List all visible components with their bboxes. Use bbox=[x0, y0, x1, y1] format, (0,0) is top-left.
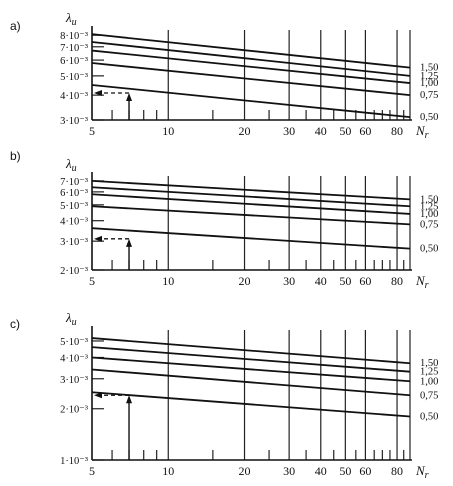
series-label: 0,50 bbox=[420, 244, 438, 255]
series-line bbox=[91, 180, 411, 201]
x-axis-title-subscript: r bbox=[425, 130, 429, 141]
series-line bbox=[91, 84, 411, 119]
y-tick-label: 4·10⁻³ bbox=[60, 91, 88, 102]
x-tick-label: 40 bbox=[315, 124, 327, 138]
series-label: 1,25 bbox=[420, 367, 438, 378]
x-tick-label: 30 bbox=[283, 464, 295, 478]
x-tick-label: 40 bbox=[315, 464, 327, 478]
series-label: 1,50 bbox=[420, 63, 438, 74]
y-tick-label: 7·10⁻³ bbox=[60, 43, 88, 54]
y-tick-label: 6·10⁻³ bbox=[60, 188, 88, 199]
x-axis-title-subscript: r bbox=[425, 280, 429, 291]
x-tick-label: 10 bbox=[162, 124, 174, 138]
annotation-arrowhead-left bbox=[94, 235, 102, 242]
series-label: 0,75 bbox=[420, 219, 438, 230]
series-line bbox=[91, 227, 411, 250]
x-tick-label: 10 bbox=[162, 464, 174, 478]
x-axis-title: Nr bbox=[415, 463, 429, 481]
panel-label: a) bbox=[10, 19, 21, 33]
x-tick-label: 5 bbox=[89, 274, 95, 288]
chart-panel-1: a) 3·10⁻³ 4·10⁻³ 5·10⁻³ 6·10⁻³ 7·10⁻³8·10⁻³ 5 1… bbox=[10, 10, 438, 141]
y-tick-label: 8·10⁻³ bbox=[60, 31, 88, 42]
x-axis-title: Nr bbox=[415, 123, 429, 141]
y-tick-label: 4·10⁻³ bbox=[60, 217, 88, 228]
series-line bbox=[91, 62, 411, 97]
chart-panel-3: c) 1·10⁻³ 2·10⁻³ 3·10⁻³ 4·10⁻³ 5·10⁻³ 5 10 20 30 4… bbox=[10, 310, 438, 481]
x-tick-label: 80 bbox=[391, 464, 403, 478]
series-label: 1,50 bbox=[420, 194, 438, 205]
y-axis-title-subscript: u bbox=[72, 163, 77, 174]
annotation-arrowhead-left bbox=[94, 90, 102, 97]
x-tick-label: 50 bbox=[339, 274, 351, 288]
series-line bbox=[91, 41, 411, 77]
x-tick-label: 60 bbox=[359, 464, 371, 478]
series-label: 0,50 bbox=[420, 412, 438, 423]
y-tick-label: 5·10⁻³ bbox=[60, 72, 88, 83]
series-line bbox=[91, 356, 411, 383]
y-tick-label: 5·10⁻³ bbox=[60, 337, 88, 348]
x-tick-label: 30 bbox=[283, 124, 295, 138]
series-line bbox=[91, 346, 411, 373]
x-tick-label: 20 bbox=[239, 464, 251, 478]
series-line bbox=[91, 186, 411, 208]
series-label: 1,00 bbox=[420, 376, 438, 387]
panel-label: c) bbox=[10, 317, 20, 331]
x-tick-label: 80 bbox=[391, 274, 403, 288]
y-tick-label: 6·10⁻³ bbox=[60, 56, 88, 67]
series-line bbox=[91, 391, 411, 418]
series-line bbox=[91, 368, 411, 397]
series-line bbox=[91, 205, 411, 226]
series-label: 0,50 bbox=[420, 112, 438, 123]
x-tick-label: 50 bbox=[339, 124, 351, 138]
y-axis-title: λu bbox=[65, 156, 77, 174]
series-line bbox=[91, 193, 411, 215]
y-tick-label: 3·10⁻³ bbox=[60, 116, 88, 127]
x-tick-label: 5 bbox=[89, 464, 95, 478]
y-axis-title-subscript: u bbox=[72, 17, 77, 28]
y-tick-label: 5·10⁻³ bbox=[60, 201, 88, 212]
x-tick-label: 60 bbox=[359, 274, 371, 288]
y-tick-label: 2·10⁻³ bbox=[60, 405, 88, 416]
series-label: 1,00 bbox=[420, 209, 438, 220]
series-line bbox=[91, 33, 411, 69]
x-tick-label: 80 bbox=[391, 124, 403, 138]
series-line bbox=[91, 337, 411, 365]
series-line bbox=[91, 49, 411, 84]
x-tick-label: 20 bbox=[239, 274, 251, 288]
y-axis-title: λu bbox=[65, 10, 77, 28]
y-axis-title: λu bbox=[65, 310, 77, 328]
annotation-arrowhead-up bbox=[126, 238, 133, 247]
series-label: 1,25 bbox=[420, 71, 438, 82]
x-axis-title-subscript: r bbox=[425, 470, 429, 481]
x-tick-label: 20 bbox=[239, 124, 251, 138]
y-tick-label: 4·10⁻³ bbox=[60, 353, 88, 364]
panel-label: b) bbox=[10, 149, 21, 163]
x-tick-label: 10 bbox=[162, 274, 174, 288]
annotation-arrowhead-up bbox=[126, 93, 133, 102]
y-tick-label: 3·10⁻³ bbox=[60, 237, 88, 248]
series-label: 1,25 bbox=[420, 201, 438, 212]
x-tick-label: 40 bbox=[315, 274, 327, 288]
x-tick-label: 5 bbox=[89, 124, 95, 138]
x-axis-title: Nr bbox=[415, 273, 429, 291]
series-label: 0,75 bbox=[420, 390, 438, 401]
x-tick-label: 50 bbox=[339, 464, 351, 478]
y-tick-label: 7·10⁻³ bbox=[60, 177, 88, 188]
series-label: 1,50 bbox=[420, 358, 438, 369]
y-axis-title-subscript: u bbox=[72, 317, 77, 328]
y-tick-label: 3·10⁻³ bbox=[60, 375, 88, 386]
annotation-arrowhead-up bbox=[126, 395, 133, 404]
series-label: 0,75 bbox=[420, 90, 438, 101]
y-tick-label: 2·10⁻³ bbox=[60, 266, 88, 277]
chart-panel-2: b) 2·10⁻³ 3·10⁻³ 4·10⁻³ 5·10⁻³ 6·10⁻³7·10⁻³ 5 1… bbox=[10, 149, 438, 291]
y-tick-label: 1·10⁻³ bbox=[60, 456, 88, 467]
x-tick-label: 60 bbox=[359, 124, 371, 138]
x-tick-label: 30 bbox=[283, 274, 295, 288]
series-label: 1,00 bbox=[420, 78, 438, 89]
annotation-arrowhead-left bbox=[94, 392, 102, 399]
